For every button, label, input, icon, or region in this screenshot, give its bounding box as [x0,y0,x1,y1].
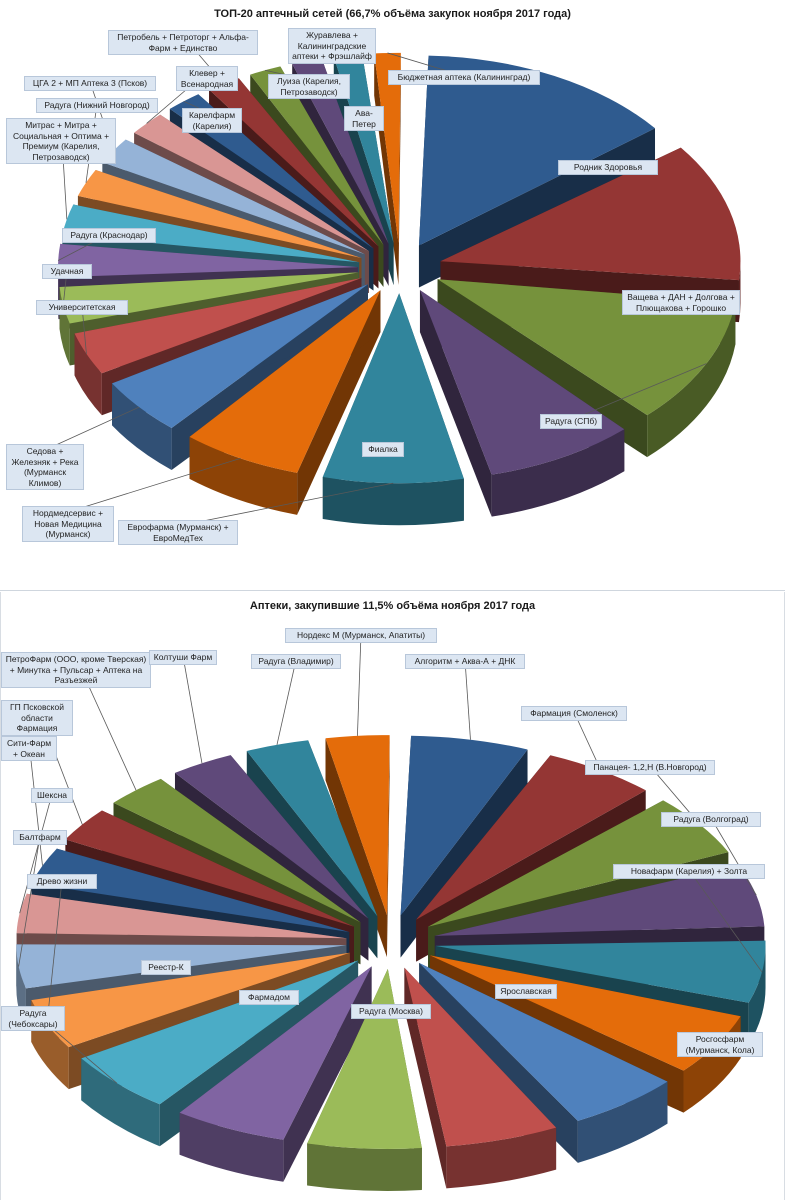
slice-label: Ярославская [495,984,557,999]
slice-label: Балтфарм [13,830,67,845]
slice-label: Росгосфарм (Мурманск, Кола) [677,1032,763,1057]
leader-line [44,406,140,451]
slice-label: Ващева + ДАН + Долгова + Плющакова + Гор… [622,290,740,315]
chart-panel-top20: ТОП-20 аптечный сетей (66,7% объёма заку… [0,0,785,591]
slice-label: Удачная [42,264,92,279]
slice-label: Митрас + Митра + Социальная + Оптима + П… [6,118,116,164]
slice-label: Бюджетная аптека (Калининград) [388,70,540,85]
slice-label: Радуга (Чебоксары) [1,1006,65,1031]
chart-title-top20: ТОП-20 аптечный сетей (66,7% объёма заку… [214,8,571,20]
slice-label: Фармация (Смоленск) [521,706,627,721]
pie-chart-others [16,633,766,1191]
pie-slice-0-5 [189,290,381,515]
slice-label: Панацея- 1,2,Н (В.Новгород) [585,760,715,775]
slice-label: Радуга (Волгоград) [661,812,761,827]
slice-label: Радуга (Нижний Новгород) [36,98,158,113]
leader-line [177,482,394,527]
slice-label: Клевер + Всенародная [176,66,238,91]
slice-label: Радуга (СПб) [540,414,602,429]
leader-line [46,879,63,1025]
slice-label: Нордмедсервис + Новая Медицина (Мурманск… [22,506,114,542]
leader-line [357,633,362,736]
leader-line [182,655,203,764]
slice-label: Журавлева + Калининградские аптеки + Фрэ… [288,28,376,64]
slice-label: ГП Псковской области Фармация [1,700,73,736]
leader-line [276,659,297,745]
leader-line [688,869,763,973]
leader-line [18,835,41,967]
slice-label: ЦГА 2 + МП Аптека 3 (Псков) [24,76,156,91]
leader-line [67,457,241,513]
leader-line [464,659,471,740]
slice-label: Фармадом [239,990,299,1005]
slice-label: Алгоритм + Аква-А + ДНК [405,654,525,669]
slice-label: Колтуши Фарм [149,650,217,665]
slice-label: ПетроФарм (ООО, кроме Тверская) + Минутк… [1,652,151,688]
leader-line [19,793,53,914]
slice-label: Сити-Фарм + Океан [1,736,57,761]
chart-title-others: Аптеки, закупившие 11,5% объёма ноября 2… [249,600,536,612]
chart-panel-others: Аптеки, закупившие 11,5% объёма ноября 2… [0,592,785,1200]
slice-label: Еврофарма (Мурманск) + ЕвроМедТех [118,520,238,545]
slice-label: Нордекс М (Мурманск, Апатиты) [285,628,437,643]
slice-label: Седова + Железняк + Река (Мурманск Климо… [6,444,84,490]
slice-label: Университетская [36,300,128,315]
slice-label: Реестр-К [141,960,191,975]
leader-line [710,817,757,896]
slice-label: Петробель + Петроторг + Альфа-Фарм + Еди… [108,30,258,55]
slice-label: Шексна [31,788,73,803]
pie-slice-1-7 [404,967,557,1189]
slice-label: Радуга (Владимир) [251,654,341,669]
slice-label: Древо жизни [27,874,97,889]
slice-label: Луиза (Карелия, Петрозаводск) [268,74,350,99]
slice-label: Новафарм (Карелия) + Золта [613,864,765,879]
pie-slice-0-4 [322,293,464,526]
slice-label: Карелфарм (Карелия) [182,108,242,133]
slice-label: Радуга (Краснодар) [62,228,156,243]
leader-line [28,741,43,866]
pie-slice-1-9 [179,966,372,1182]
slice-label: Ава-Петер [344,106,384,131]
slice-label: Фиалка [362,442,404,457]
slice-label: Родник Здоровья [558,160,658,175]
leader-line [570,363,707,421]
slice-label: Радуга (Москва) [351,1004,431,1019]
